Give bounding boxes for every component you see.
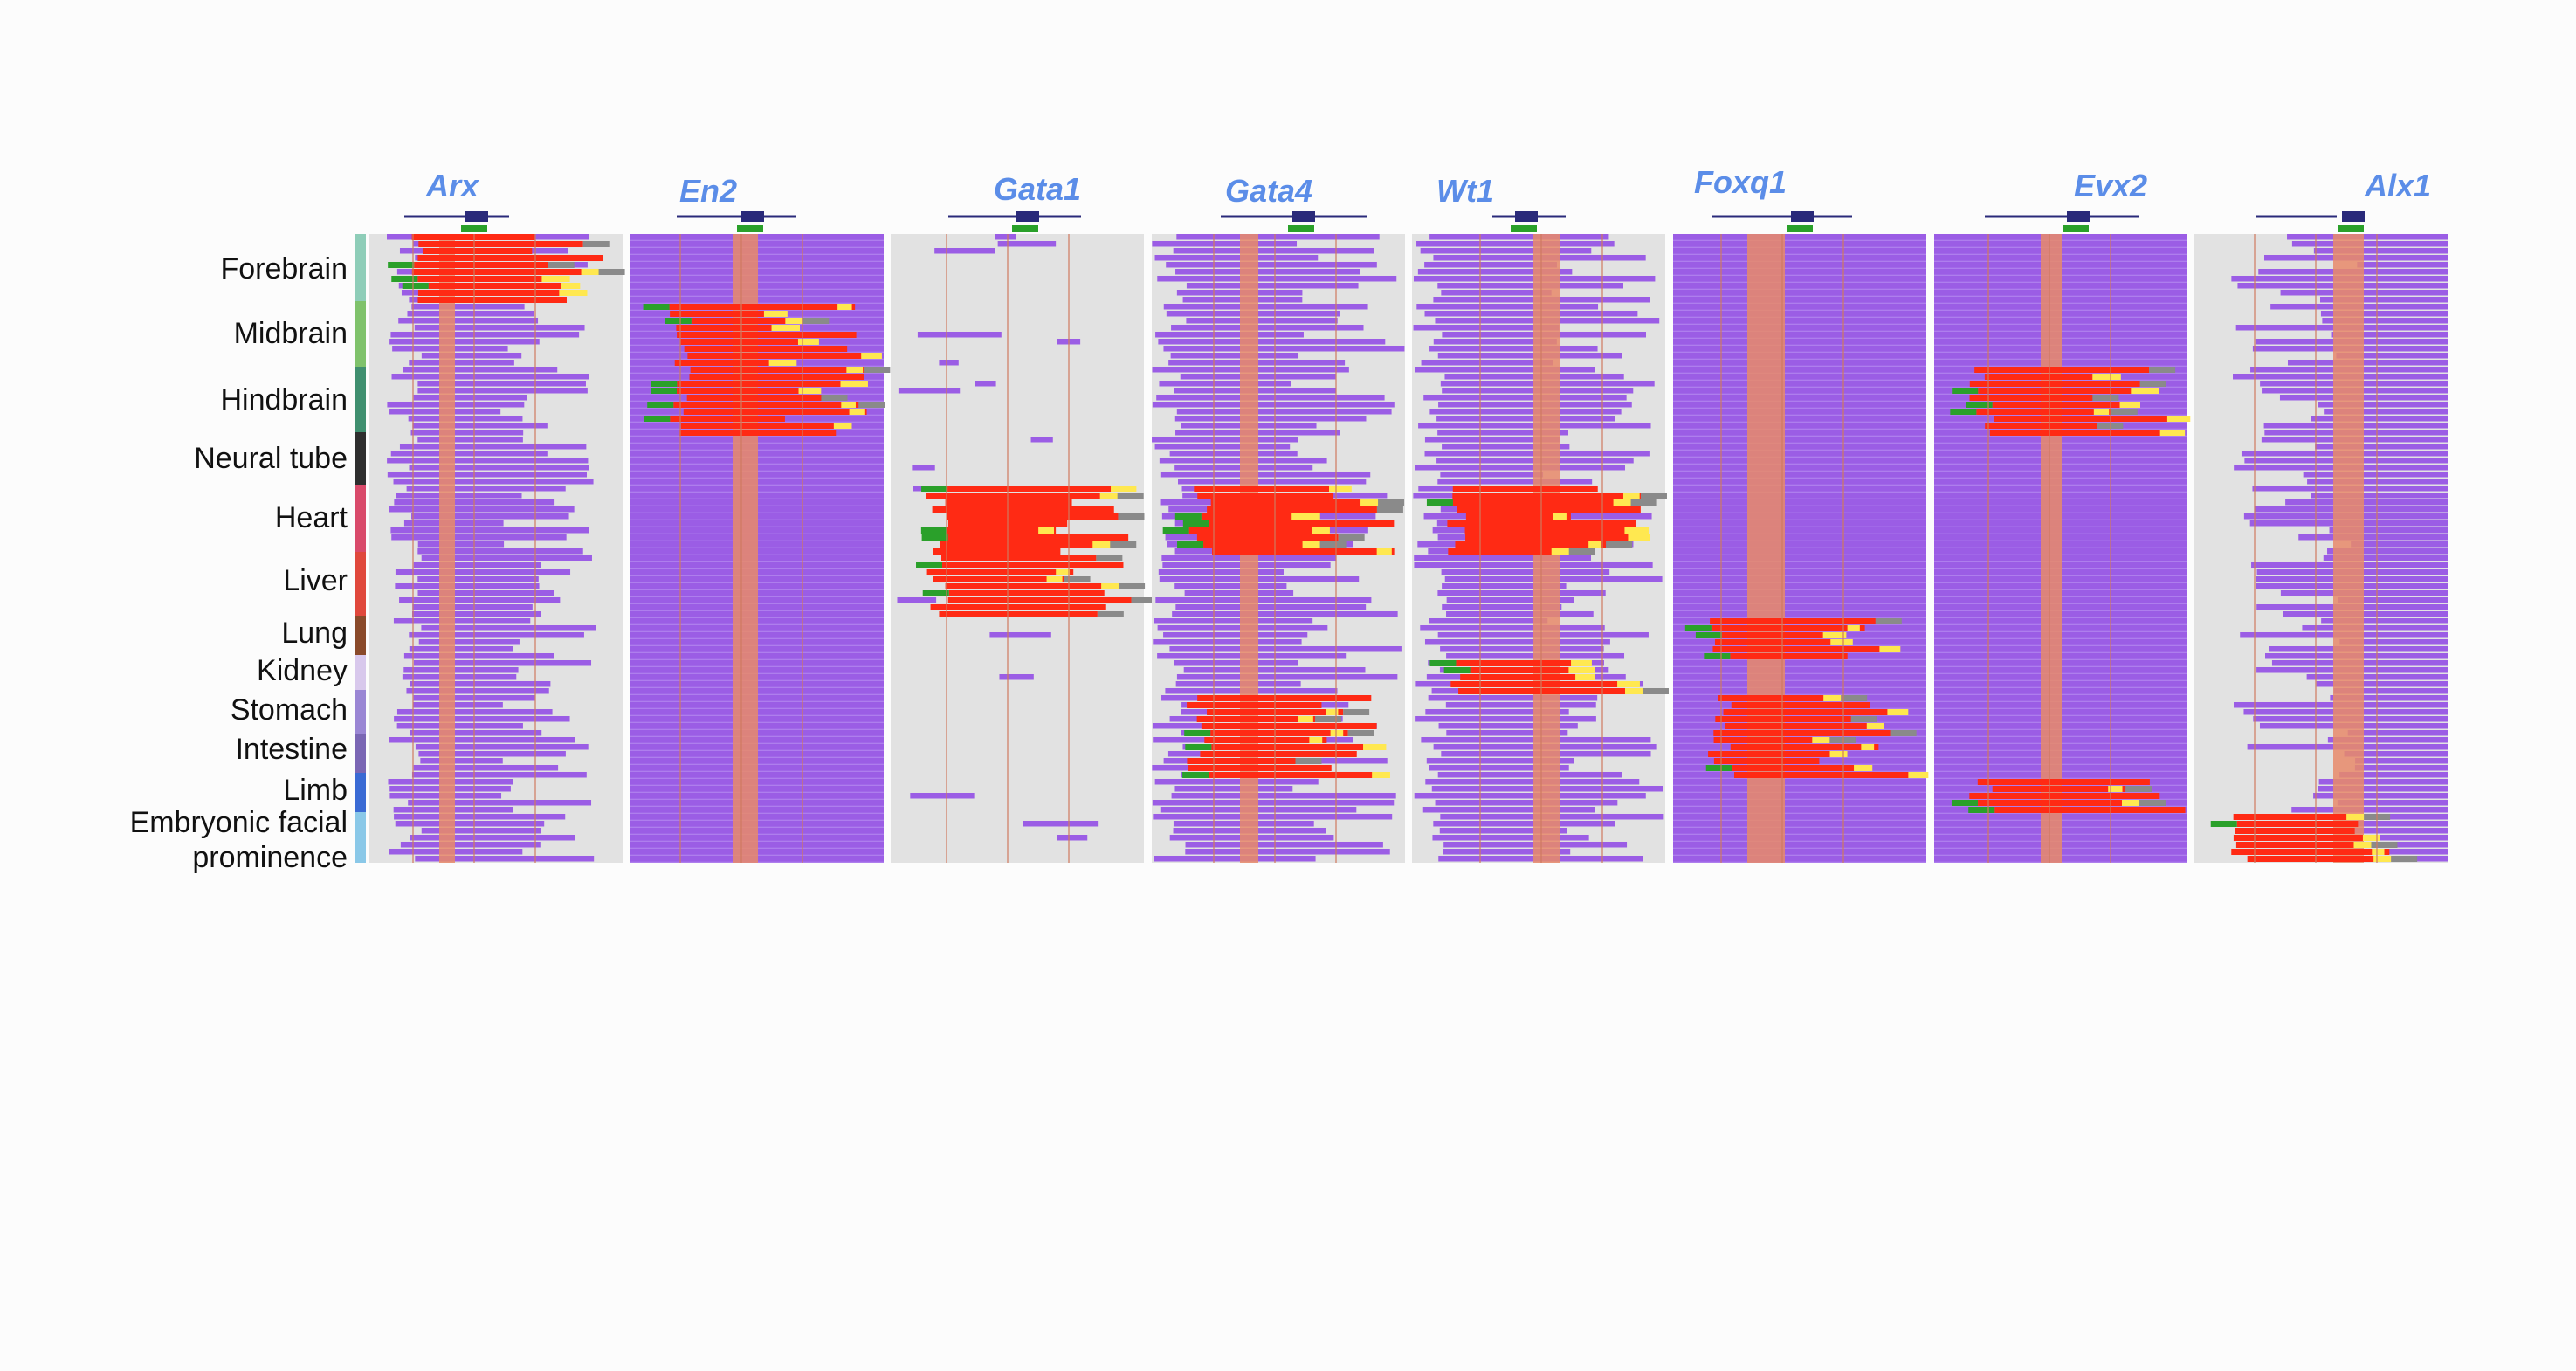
gene-label: Arx xyxy=(426,168,479,203)
tissue-label: Heart xyxy=(274,501,348,534)
gene-panel xyxy=(1412,211,1669,863)
tissue-label: Midbrain xyxy=(233,317,348,350)
gene-label: Wt1 xyxy=(1436,173,1494,209)
tissue-label: Liver xyxy=(283,564,348,597)
tissue-label: Neural tube xyxy=(194,442,348,475)
tissue-color-bar xyxy=(355,301,366,367)
tissue-color-bar xyxy=(355,234,366,301)
gene-panel xyxy=(891,211,1158,863)
gene-label: Gata4 xyxy=(1225,173,1313,209)
tissue-color-bar xyxy=(355,812,366,863)
gene-label: En2 xyxy=(679,173,738,209)
gene-panel xyxy=(369,211,625,863)
tissue-label: Embryonic facial prominence xyxy=(129,806,348,874)
tissue-label: Lung xyxy=(281,617,348,650)
tissue-color-bar xyxy=(355,432,366,485)
gene-panel xyxy=(1152,211,1405,863)
tissue-color-bar xyxy=(355,734,366,773)
tissue-color-bar xyxy=(355,552,366,616)
tissue-color-bar xyxy=(355,616,366,655)
tissue-label: Intestine xyxy=(235,733,348,766)
tissue-color-bar xyxy=(355,690,366,734)
gene-panel xyxy=(630,211,891,863)
gene-panel xyxy=(2194,211,2448,863)
gene-label: Alx1 xyxy=(2365,168,2432,203)
gene-label: Evx2 xyxy=(2074,168,2148,203)
gene-label: Gata1 xyxy=(994,171,1082,207)
tissue-label: Kidney xyxy=(257,654,348,687)
tissue-color-bar xyxy=(355,773,366,812)
gene-label: Foxq1 xyxy=(1694,164,1787,200)
gene-panel xyxy=(1673,211,1929,863)
tissue-label: Stomach xyxy=(230,693,348,727)
tissue-label: Forebrain xyxy=(220,252,348,286)
tissue-color-bar xyxy=(355,485,366,552)
tissue-labels: Forebrain Midbrain Hindbrain Neural tube Hea… xyxy=(0,0,367,1371)
tissue-color-bar xyxy=(355,655,366,690)
tissue-label: Limb xyxy=(283,774,348,807)
gene-panel xyxy=(1934,211,2191,863)
tissue-label: Hindbrain xyxy=(220,383,348,417)
tissue-color-bar xyxy=(355,367,366,432)
